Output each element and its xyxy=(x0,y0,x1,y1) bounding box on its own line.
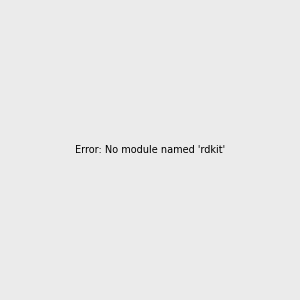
Text: Error: No module named 'rdkit': Error: No module named 'rdkit' xyxy=(75,145,225,155)
